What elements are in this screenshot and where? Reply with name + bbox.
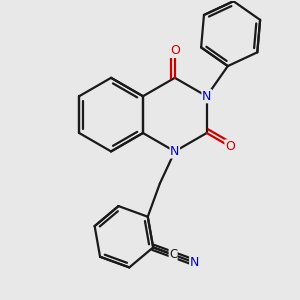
Text: C: C bbox=[169, 248, 177, 261]
Text: N: N bbox=[190, 256, 199, 269]
Text: O: O bbox=[225, 140, 235, 153]
Text: N: N bbox=[202, 90, 211, 103]
Text: O: O bbox=[170, 44, 180, 57]
Text: N: N bbox=[170, 145, 179, 158]
